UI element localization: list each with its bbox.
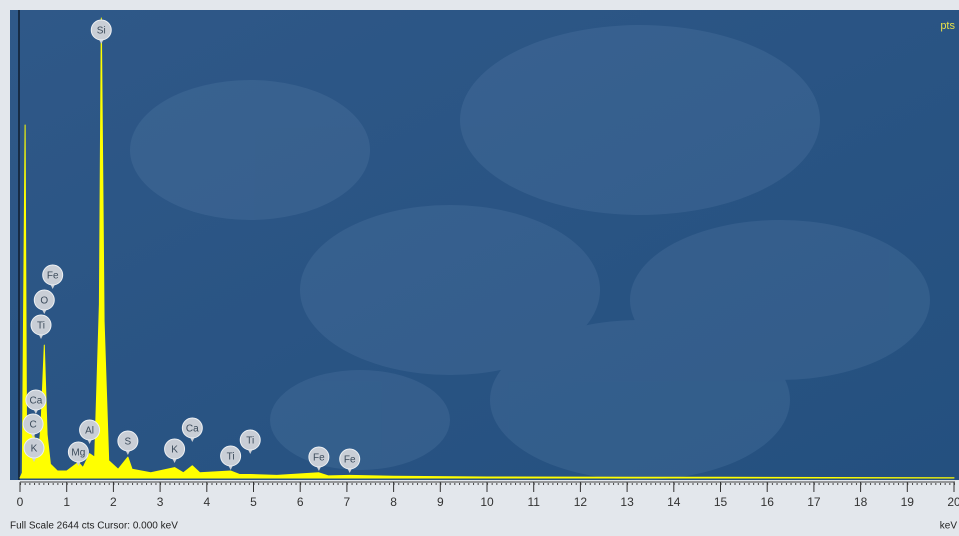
peak-bubble: [79, 419, 101, 441]
x-tick-label: 8: [390, 495, 397, 509]
peak-bubble: [308, 446, 330, 468]
peak-annotation: Ti: [30, 314, 52, 339]
peak-bubble: [164, 438, 186, 460]
peak-label: O: [40, 296, 48, 307]
peak-annotation: Ca: [181, 417, 203, 442]
background-texture: [130, 25, 930, 480]
peak-bubble: [33, 289, 55, 311]
peak-label: Si: [97, 26, 106, 37]
peak-annotation: Al: [79, 419, 101, 444]
peak-bubble: [25, 389, 47, 411]
x-tick-label: 13: [620, 495, 634, 509]
peak-annotation: K: [23, 437, 45, 462]
peak-label: Fe: [344, 455, 356, 466]
peak-label: Ca: [29, 396, 42, 407]
x-tick-label: 16: [761, 495, 775, 509]
peak-label: Fe: [47, 271, 59, 282]
peak-label: Al: [85, 426, 94, 437]
peak-label: Fe: [313, 453, 325, 464]
footer: Full Scale 2644 cts Cursor: 0.000 keV: [10, 521, 178, 532]
peak-bubble: [339, 448, 361, 470]
peak-label: Ca: [186, 424, 199, 435]
x-tick-label: 12: [574, 495, 588, 509]
peak-annotation: C: [22, 413, 44, 438]
peak-annotation: O: [33, 289, 55, 314]
x-tick-label: 14: [667, 495, 681, 509]
x-tick-label: 5: [250, 495, 257, 509]
x-tick-label: 18: [854, 495, 868, 509]
peak-annotation: Mg: [67, 441, 89, 466]
x-tick-label: 2: [110, 495, 117, 509]
peak-annotation: Ti: [220, 445, 242, 470]
peak-annotation: S: [117, 430, 139, 455]
peak-annotation: Fe: [42, 264, 64, 289]
peak-label: Ti: [37, 321, 45, 332]
x-tick-label: 10: [480, 495, 494, 509]
peak-bubble: [67, 441, 89, 463]
x-tick-label: 20: [947, 495, 959, 509]
x-tick-label: 3: [157, 495, 164, 509]
x-tick-label: 19: [901, 495, 915, 509]
x-tick-label: 6: [297, 495, 304, 509]
x-tick-label: 4: [203, 495, 210, 509]
peak-bubble: [42, 264, 64, 286]
peak-bubble: [220, 445, 242, 467]
peak-label: Ti: [246, 436, 254, 447]
peak-label: S: [125, 437, 132, 448]
peak-bubble: [30, 314, 52, 336]
peak-label: K: [171, 445, 178, 456]
peak-bubble: [117, 430, 139, 452]
x-tick-label: 9: [437, 495, 444, 509]
peak-label: C: [29, 420, 36, 431]
peak-bubble: [181, 417, 203, 439]
x-tick-label: 17: [807, 495, 821, 509]
peak-bubble: [23, 437, 45, 459]
peak-annotation: Fe: [339, 448, 361, 473]
peak-label: Ti: [227, 452, 235, 463]
plot-area: [10, 10, 959, 480]
peak-bubble: [90, 19, 112, 41]
peak-annotation: Ti: [239, 429, 261, 454]
x-tick-label: 0: [17, 495, 24, 509]
x-tick-label: 7: [344, 495, 351, 509]
peak-label: K: [31, 444, 38, 455]
peak-bubble: [239, 429, 261, 451]
x-tick-label: 15: [714, 495, 728, 509]
peak-annotation: Fe: [308, 446, 330, 471]
peak-annotation: K: [164, 438, 186, 463]
peak-annotation: Ca: [25, 389, 47, 414]
peak-label: Mg: [71, 448, 85, 459]
x-tick-label: 1: [63, 495, 70, 509]
peak-annotation: Si: [90, 19, 112, 44]
peak-bubble: [22, 413, 44, 435]
corner-label: pts: [940, 20, 955, 32]
x-axis-label: keV: [940, 521, 958, 532]
x-tick-label: 11: [527, 495, 540, 509]
